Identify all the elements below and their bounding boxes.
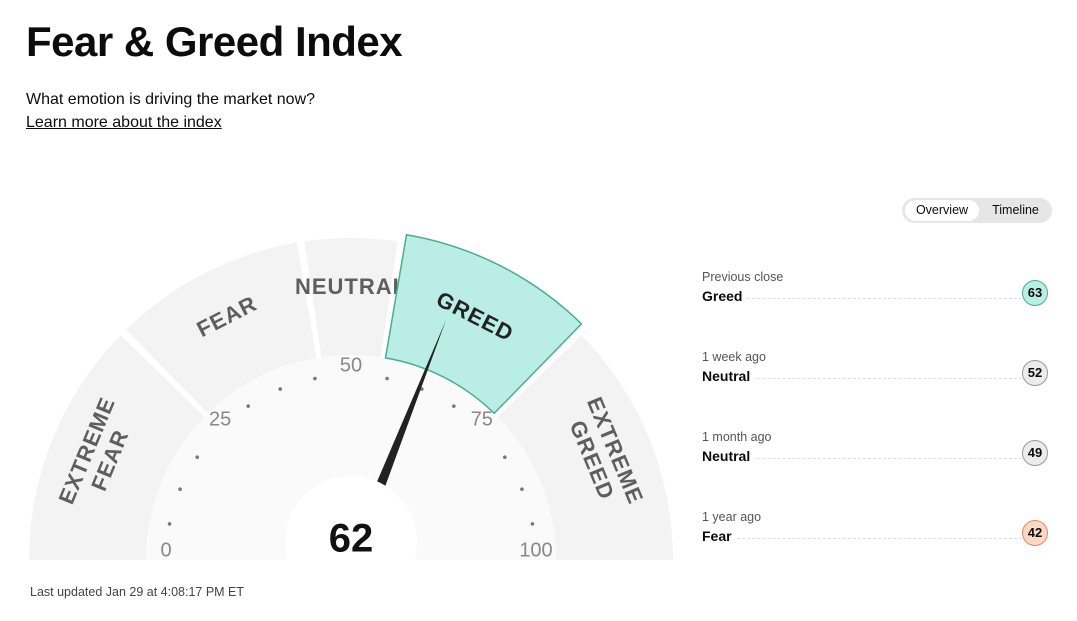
history-status: Neutral [702, 448, 755, 464]
history-label: 1 month ago [702, 430, 772, 444]
history-label: Previous close [702, 270, 784, 284]
history-item: Previous close Greed 63 [702, 270, 1048, 320]
tick-dot [278, 387, 283, 391]
gauge-value: 62 [329, 517, 374, 561]
history-value: 63 [1022, 280, 1048, 306]
tick-label: 100 [519, 539, 552, 561]
tick-label: 75 [471, 408, 493, 430]
tick-dot [195, 455, 199, 460]
segment [126, 242, 317, 414]
view-toggle: Overview Timeline [902, 198, 1052, 223]
history-status: Neutral [702, 368, 755, 384]
history-value: 42 [1022, 520, 1048, 546]
history-status: Fear [702, 528, 736, 544]
tick-dot [503, 455, 507, 460]
history-value: 52 [1022, 360, 1048, 386]
tick-label: 0 [160, 539, 171, 561]
history-item: 1 week ago Neutral 52 [702, 350, 1048, 400]
leader-line [702, 378, 1022, 379]
learn-more-link[interactable]: Learn more about the index [26, 114, 222, 131]
last-updated: Last updated Jan 29 at 4:08:17 PM ET [30, 585, 245, 599]
tick-dot [313, 376, 317, 381]
tick-label: 50 [340, 354, 362, 376]
leader-line [702, 458, 1022, 459]
segment-label-line: NEUTRAL [295, 274, 407, 299]
overview-tab[interactable]: Overview [905, 200, 979, 221]
tick-dot [451, 404, 456, 408]
subtitle: What emotion is driving the market now? [26, 91, 316, 108]
tick-dot [530, 522, 535, 526]
tick-label: 25 [209, 408, 231, 430]
leader-line [702, 538, 1022, 539]
tick-dot [520, 487, 524, 492]
tick-dot [178, 487, 182, 492]
history-label: 1 year ago [702, 510, 762, 524]
tick-dot [385, 376, 389, 381]
timeline-tab[interactable]: Timeline [992, 203, 1039, 217]
needle [371, 320, 446, 499]
history-label: 1 week ago [702, 350, 766, 364]
leader-line [702, 298, 1022, 299]
segment-active [384, 233, 583, 415]
segment [497, 335, 673, 560]
segment [304, 238, 398, 358]
hub [285, 476, 417, 580]
segment [29, 335, 205, 560]
history-item: 1 month ago Neutral 49 [702, 430, 1048, 480]
tick-dot [167, 522, 172, 526]
history-item: 1 year ago Fear 42 [702, 510, 1048, 560]
history-status: Greed [702, 288, 747, 304]
title: Fear & Greed Index [26, 18, 403, 65]
history-value: 49 [1022, 440, 1048, 466]
segment-label: NEUTRAL [295, 274, 407, 299]
tick-dot [246, 404, 251, 408]
